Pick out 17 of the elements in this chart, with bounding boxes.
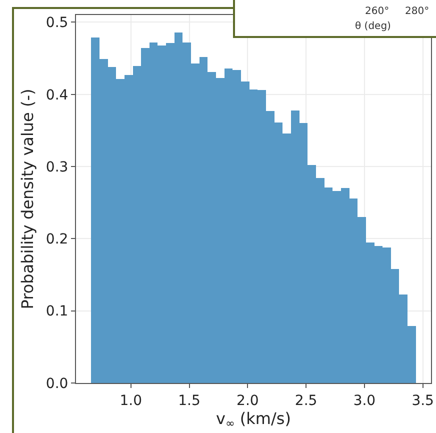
y-tick-label: 0.1 [46,304,68,320]
x-axis-title: v$_{∞}$ (km/s) [216,408,291,430]
x-tick-label: 3.5 [412,392,434,409]
y-tick-label: 0.5 [46,15,68,32]
x-tick-label: 1.5 [178,392,200,409]
x-tick-label: 2.5 [294,392,318,409]
y-tick-label: 0.3 [46,159,68,176]
y-axis-title: Probability density value (-) [18,88,37,310]
x-tick-label: 1.0 [120,392,142,409]
y-tick-label: 0.0 [46,376,68,392]
y-tick-label: 0.2 [46,232,68,248]
y-tick-label: 0.4 [46,87,68,104]
text: θ (deg) [355,21,391,32]
annotation: 280° [405,6,430,17]
x-tick-label: 3.0 [353,392,376,409]
x-tick-label: 2.0 [236,392,259,409]
annotation: 260° [365,6,390,17]
